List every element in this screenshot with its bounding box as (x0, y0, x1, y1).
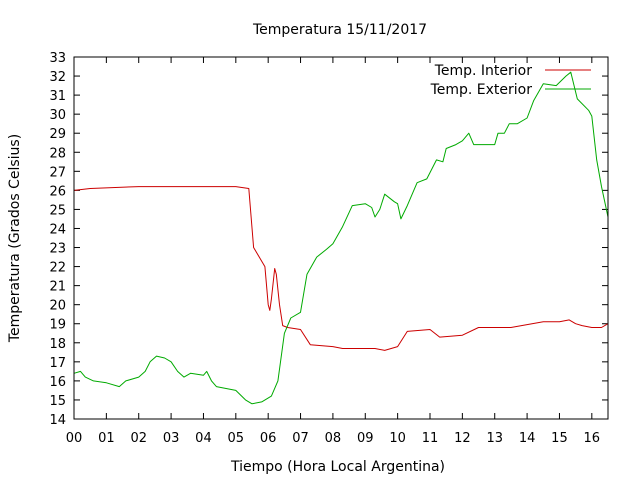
x-tick-label: 14 (519, 431, 536, 446)
axis-ticks (73, 56, 608, 420)
tick-labels: 14 15 16 17 18 19 20 21 22 23 24 25 26 27 28 29 30 31 32 33… (49, 51, 600, 446)
y-tick-label: 18 (49, 337, 66, 352)
y-tick-label: 15 (49, 394, 66, 409)
y-tick-label: 22 (49, 261, 66, 276)
legend-label-interior: Temp. Interior (434, 63, 533, 79)
x-tick-label: 16 (584, 431, 601, 446)
y-tick-label: 26 (49, 184, 66, 199)
y-tick-label: 30 (49, 108, 66, 123)
x-axis-label: Tiempo (Hora Local Argentina) (230, 459, 445, 475)
x-tick-label: 01 (98, 431, 115, 446)
x-tick-label: 15 (551, 431, 568, 446)
y-tick-label: 14 (49, 413, 66, 428)
x-tick-label: 08 (325, 431, 342, 446)
series-line-interior (73, 186, 609, 351)
x-tick-label: 11 (422, 431, 439, 446)
y-tick-label: 28 (49, 146, 66, 161)
x-tick-label: 04 (195, 431, 212, 446)
y-tick-label: 32 (49, 70, 66, 85)
x-tick-label: 00 (66, 431, 83, 446)
y-tick-label: 19 (49, 318, 66, 333)
x-tick-label: 03 (163, 431, 180, 446)
y-tick-label: 20 (49, 299, 66, 314)
legend: Temp. Interior Temp. Exterior (430, 63, 591, 98)
y-tick-label: 27 (49, 165, 66, 180)
y-tick-label: 23 (49, 242, 66, 257)
x-tick-label: 10 (389, 431, 406, 446)
y-tick-label: 33 (49, 51, 66, 66)
y-tick-label: 24 (49, 222, 66, 237)
y-tick-label: 16 (49, 375, 66, 390)
x-tick-label: 05 (228, 431, 245, 446)
x-tick-label: 09 (357, 431, 374, 446)
x-tick-label: 07 (292, 431, 309, 446)
y-axis-label: Temperatura (Grados Celsius) (7, 134, 23, 343)
y-tick-label: 31 (49, 89, 66, 104)
legend-label-exterior: Temp. Exterior (430, 82, 533, 98)
x-tick-label: 12 (454, 431, 471, 446)
y-tick-label: 17 (49, 356, 66, 371)
x-tick-label: 02 (130, 431, 147, 446)
y-tick-label: 29 (49, 127, 66, 142)
series-line-exterior (73, 71, 609, 405)
plot-frame (73, 56, 609, 420)
chart-title: Temperatura 15/11/2017 (252, 22, 427, 38)
y-tick-label: 21 (49, 280, 66, 295)
y-tick-label: 25 (49, 203, 66, 218)
x-tick-label: 13 (486, 431, 503, 446)
x-tick-label: 06 (260, 431, 277, 446)
series-layer (73, 71, 609, 405)
